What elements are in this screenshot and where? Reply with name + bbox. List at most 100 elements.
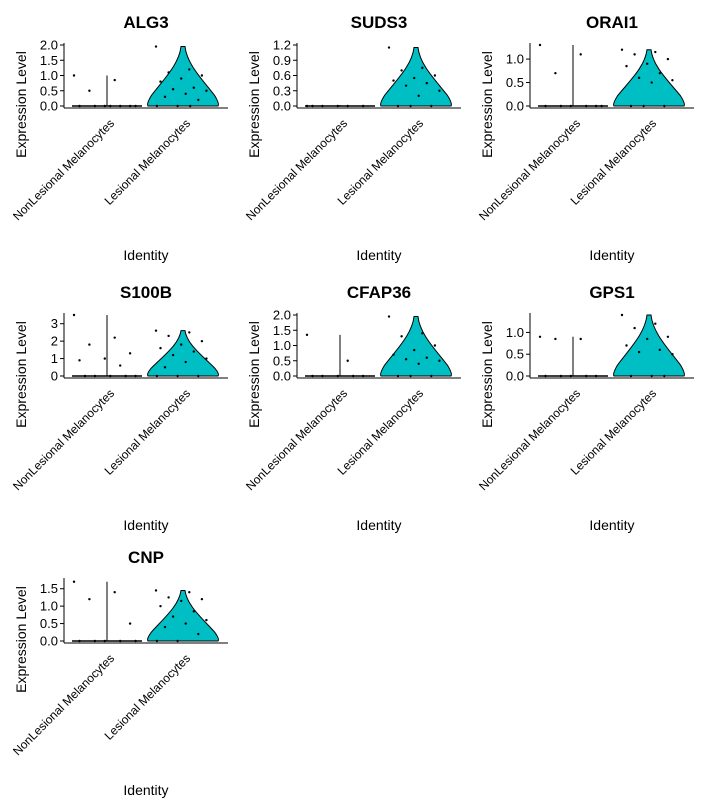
y-axis-label: Expression Level (479, 51, 495, 158)
data-point (438, 89, 441, 92)
data-point (197, 98, 200, 102)
data-point (579, 337, 582, 341)
y-tick-label: 0.5 (40, 616, 58, 631)
data-point (72, 74, 76, 77)
data-point (409, 104, 412, 108)
y-tick-label: 1.0 (506, 325, 524, 340)
data-point (159, 80, 162, 83)
data-point (128, 352, 132, 355)
y-tick-label: 1 (51, 351, 58, 366)
data-point (167, 334, 170, 338)
y-tick-label: 1.2 (273, 38, 291, 53)
data-point (569, 374, 572, 378)
data-point (167, 596, 170, 599)
data-point (585, 104, 588, 108)
data-point (159, 604, 162, 608)
data-point (119, 104, 122, 108)
data-point (646, 62, 649, 65)
data-point (658, 348, 661, 352)
data-point (637, 350, 641, 354)
data-point (197, 632, 200, 636)
data-point (417, 362, 420, 365)
data-point (413, 76, 416, 80)
data-point (421, 332, 424, 335)
data-point (154, 329, 158, 332)
data-point (128, 622, 132, 625)
data-point (134, 104, 137, 108)
data-point (176, 374, 179, 378)
data-point (93, 104, 97, 108)
y-tick-label: 1.0 (273, 338, 291, 353)
data-point (93, 639, 97, 643)
data-point (538, 335, 542, 338)
panel-title: ALG3 (123, 13, 168, 32)
data-point (650, 81, 653, 84)
data-point (103, 357, 107, 360)
y-tick-label: 0.0 (506, 369, 524, 384)
data-point (425, 81, 428, 85)
data-point (433, 74, 437, 77)
data-point (671, 78, 674, 82)
violin-body (380, 47, 452, 107)
data-point (305, 333, 309, 337)
violin-body (613, 314, 685, 377)
y-tick-label: 0.5 (506, 347, 524, 362)
data-point (311, 374, 314, 378)
data-point (192, 350, 195, 353)
data-point (396, 104, 400, 108)
data-point (109, 104, 112, 108)
data-point (103, 639, 107, 643)
data-point (176, 104, 179, 108)
data-point (200, 339, 204, 343)
data-point (433, 344, 437, 347)
data-point (180, 343, 183, 346)
data-point (646, 337, 649, 341)
data-point (78, 639, 81, 643)
data-point (620, 48, 624, 51)
violin-body (147, 589, 219, 642)
violin-body (147, 330, 219, 377)
y-axis-label: Expression Level (479, 321, 495, 428)
data-point (629, 374, 633, 378)
y-axis-label: Expression Level (246, 321, 262, 428)
data-point (409, 374, 412, 378)
data-point (72, 580, 76, 583)
data-point (554, 337, 557, 341)
data-point (663, 104, 666, 108)
data-point (554, 71, 557, 75)
x-axis-label: Identity (356, 517, 401, 533)
panel-title: S100B (120, 283, 172, 302)
data-point (336, 374, 339, 378)
data-point (93, 374, 97, 378)
data-point (629, 104, 633, 108)
y-tick-label: 0.0 (506, 99, 524, 114)
data-point (188, 331, 191, 334)
y-tick-label: 1.5 (40, 53, 58, 68)
data-point (392, 353, 395, 356)
data-point (113, 78, 116, 82)
panel-title: SUDS3 (351, 13, 408, 32)
y-axis-label: Expression Level (246, 51, 262, 158)
y-tick-label: 3 (51, 316, 58, 331)
data-point (654, 50, 657, 54)
y-tick-label: 2 (51, 334, 58, 349)
data-point (663, 374, 666, 378)
y-tick-label: 0.0 (273, 99, 291, 114)
y-tick-label: 1.5 (273, 323, 291, 338)
data-point (559, 374, 563, 378)
data-point (430, 374, 433, 378)
data-point (346, 104, 349, 108)
x-axis-label: Identity (123, 782, 168, 798)
data-point (658, 71, 661, 75)
data-point (155, 374, 159, 378)
data-point (128, 104, 132, 108)
violin-body (147, 46, 219, 107)
y-tick-label: 0.6 (273, 68, 291, 83)
data-point (666, 57, 670, 61)
data-point (192, 610, 195, 613)
data-point (163, 625, 167, 629)
data-point (642, 104, 645, 108)
x-axis-label: Identity (123, 517, 168, 533)
data-point (197, 374, 200, 378)
